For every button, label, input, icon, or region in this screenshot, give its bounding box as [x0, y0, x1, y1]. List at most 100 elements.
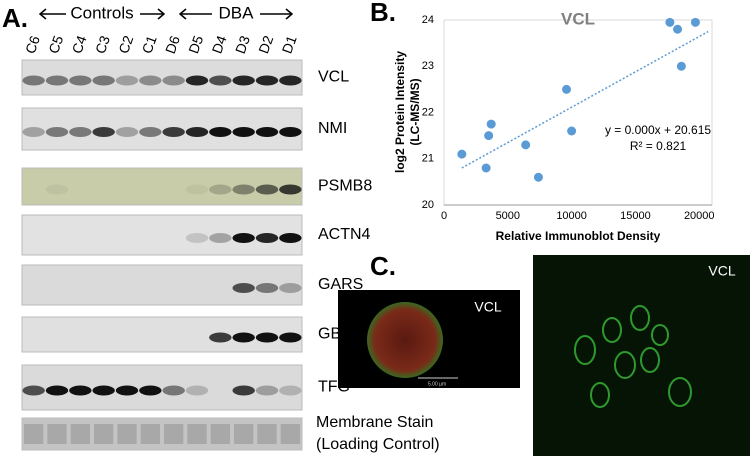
- band: [210, 424, 230, 444]
- trendline: [461, 30, 709, 169]
- band: [69, 385, 92, 396]
- y-axis-label: (LC-MS/MS): [408, 78, 422, 145]
- x-tick-label: 10000: [556, 210, 587, 222]
- band: [232, 184, 255, 195]
- band: [209, 127, 232, 137]
- chart-title: VCL: [561, 9, 595, 28]
- point: [567, 126, 577, 136]
- band: [255, 385, 279, 396]
- band: [255, 184, 279, 195]
- band: [232, 332, 255, 343]
- blot: [21, 107, 303, 151]
- band: [117, 424, 137, 444]
- band: [232, 385, 255, 396]
- point: [673, 24, 683, 34]
- band: [22, 385, 45, 396]
- blot: [21, 167, 303, 206]
- point: [457, 149, 467, 159]
- band: [162, 75, 185, 86]
- band: [92, 127, 115, 137]
- lane-label: D4: [209, 33, 230, 55]
- lane-label: C1: [139, 33, 160, 55]
- band: [209, 75, 232, 86]
- group-label: Controls: [70, 3, 133, 22]
- band: [47, 424, 67, 444]
- band: [255, 233, 279, 243]
- y-tick-label: 20: [422, 199, 434, 211]
- equation: y = 0.000x + 20.615: [605, 123, 711, 137]
- band: [162, 127, 185, 137]
- band: [257, 424, 277, 444]
- image-label: VCL: [474, 299, 501, 315]
- band: [92, 385, 115, 396]
- point: [676, 61, 686, 71]
- band: [162, 385, 185, 396]
- x-tick-label: 5000: [496, 210, 520, 222]
- cell: [367, 302, 443, 378]
- band: [45, 127, 69, 137]
- r-squared: R² = 0.821: [630, 139, 687, 153]
- band: [22, 127, 45, 137]
- protein-label: GBP1: [318, 326, 361, 343]
- band: [255, 283, 279, 293]
- band: [115, 127, 139, 137]
- band: [70, 424, 90, 444]
- y-tick-label: 24: [422, 14, 434, 26]
- band: [115, 75, 139, 86]
- band: [234, 424, 254, 444]
- band: [255, 127, 279, 137]
- band: [185, 184, 209, 195]
- point: [521, 140, 531, 150]
- band: [24, 424, 44, 444]
- blot: [21, 316, 303, 353]
- lane-label: C6: [22, 33, 43, 55]
- image-label: VCL: [708, 263, 735, 279]
- point: [562, 84, 572, 94]
- y-tick-label: 23: [422, 60, 434, 72]
- plot-frame: [443, 19, 713, 206]
- protein-label: ACTN4: [318, 226, 371, 243]
- y-axis-label: log2 Protein Intensity: [393, 51, 407, 173]
- band: [185, 385, 209, 396]
- loading-label: (Loading Control): [316, 436, 440, 453]
- point: [690, 17, 700, 27]
- protein-label: VCL: [318, 69, 349, 86]
- band: [185, 127, 209, 137]
- protein-label: PSMB8: [318, 178, 372, 195]
- band: [209, 332, 232, 343]
- band: [22, 75, 45, 86]
- blot: [21, 214, 303, 256]
- band: [115, 385, 139, 396]
- lane-label: D1: [279, 33, 300, 55]
- point: [665, 17, 675, 27]
- band: [45, 75, 69, 86]
- x-tick-label: 15000: [620, 210, 651, 222]
- point: [486, 119, 496, 129]
- panel-letter: C.: [370, 251, 396, 281]
- protein-label: NMI: [318, 120, 347, 137]
- scale-label: 5.00 µm: [428, 381, 446, 387]
- lane-label: D2: [255, 33, 276, 55]
- point: [481, 163, 491, 173]
- protein-label: TFG: [318, 379, 350, 396]
- band: [140, 424, 160, 444]
- lane-label: C2: [115, 33, 136, 55]
- y-tick-label: 22: [422, 106, 434, 118]
- x-tick-label: 20000: [684, 210, 715, 222]
- band: [69, 75, 92, 86]
- band: [164, 424, 184, 444]
- band: [279, 233, 302, 243]
- panel-letter: B.: [370, 0, 396, 27]
- band: [209, 233, 232, 243]
- band: [255, 332, 279, 343]
- blot: [21, 417, 303, 451]
- arrows: [38, 8, 294, 20]
- band: [92, 75, 115, 86]
- loading-label: Membrane Stain: [316, 414, 433, 431]
- band: [139, 75, 162, 86]
- point: [484, 131, 494, 141]
- band: [45, 385, 69, 396]
- blot: [21, 364, 303, 411]
- lane-label: C3: [92, 33, 113, 55]
